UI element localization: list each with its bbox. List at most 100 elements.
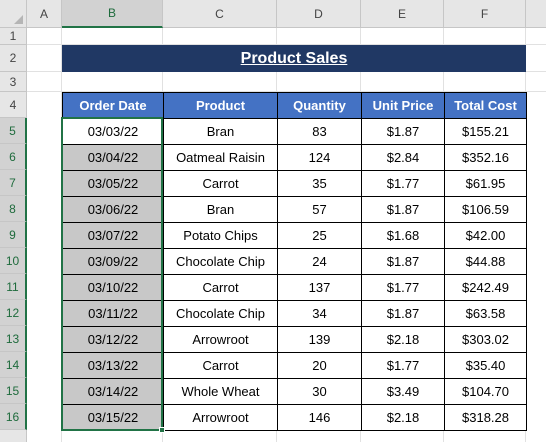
total-cost-cell[interactable]: $35.40 xyxy=(444,352,527,379)
quantity-cell[interactable]: 34 xyxy=(277,300,362,327)
product-cell[interactable]: Oatmeal Raisin xyxy=(163,144,278,171)
quantity-cell[interactable]: 83 xyxy=(277,118,362,145)
gridline xyxy=(27,91,546,92)
select-all-corner[interactable] xyxy=(0,0,27,28)
sheet-title-banner[interactable]: Product Sales xyxy=(62,45,526,72)
total-cost-cell[interactable]: $318.28 xyxy=(444,404,527,431)
row-header-10[interactable]: 10 xyxy=(0,248,27,274)
order-date-cell-active[interactable]: 03/03/22 xyxy=(62,118,164,145)
quantity-cell[interactable]: 20 xyxy=(277,352,362,379)
row-header-7[interactable]: 7 xyxy=(0,170,27,196)
product-cell[interactable]: Potato Chips xyxy=(163,222,278,249)
product-cell[interactable]: Bran xyxy=(163,196,278,223)
unit-price-cell[interactable]: $3.49 xyxy=(361,378,445,405)
total-cost-cell[interactable]: $352.16 xyxy=(444,144,527,171)
total-cost-cell[interactable]: $44.88 xyxy=(444,248,527,275)
total-cost-cell[interactable]: $303.02 xyxy=(444,326,527,353)
unit-price-cell[interactable]: $1.77 xyxy=(361,170,445,197)
table-row: 03/15/22 Arrowroot 146 $2.18 $318.28 xyxy=(62,404,527,431)
unit-price-cell[interactable]: $1.87 xyxy=(361,196,445,223)
order-date-cell[interactable]: 03/15/22 xyxy=(62,404,164,431)
quantity-cell[interactable]: 124 xyxy=(277,144,362,171)
header-quantity[interactable]: Quantity xyxy=(277,92,362,119)
total-cost-cell[interactable]: $155.21 xyxy=(444,118,527,145)
row-header-17-partial[interactable] xyxy=(0,430,27,442)
total-cost-cell[interactable]: $104.70 xyxy=(444,378,527,405)
order-date-cell[interactable]: 03/13/22 xyxy=(62,352,164,379)
row-header-8[interactable]: 8 xyxy=(0,196,27,222)
order-date-cell[interactable]: 03/10/22 xyxy=(62,274,164,301)
unit-price-cell[interactable]: $1.87 xyxy=(361,248,445,275)
order-date-cell[interactable]: 03/04/22 xyxy=(62,144,164,171)
product-cell[interactable]: Carrot xyxy=(163,352,278,379)
order-date-cell[interactable]: 03/05/22 xyxy=(62,170,164,197)
unit-price-cell[interactable]: $1.77 xyxy=(361,352,445,379)
unit-price-cell[interactable]: $2.18 xyxy=(361,326,445,353)
row-header-12[interactable]: 12 xyxy=(0,300,27,326)
row-header-11[interactable]: 11 xyxy=(0,274,27,300)
total-cost-cell[interactable]: $242.49 xyxy=(444,274,527,301)
total-cost-cell[interactable]: $63.58 xyxy=(444,300,527,327)
header-unit-price[interactable]: Unit Price xyxy=(361,92,445,119)
column-header-e[interactable]: E xyxy=(361,0,444,28)
order-date-cell[interactable]: 03/06/22 xyxy=(62,196,164,223)
quantity-cell[interactable]: 137 xyxy=(277,274,362,301)
column-header-a[interactable]: A xyxy=(27,0,62,28)
column-header-f[interactable]: F xyxy=(444,0,526,28)
quantity-cell[interactable]: 139 xyxy=(277,326,362,353)
product-cell[interactable]: Chocolate Chip xyxy=(163,248,278,275)
row-header-13[interactable]: 13 xyxy=(0,326,27,352)
order-date-cell[interactable]: 03/07/22 xyxy=(62,222,164,249)
row-header-15[interactable]: 15 xyxy=(0,378,27,404)
product-cell[interactable]: Whole Wheat xyxy=(163,378,278,405)
header-order-date[interactable]: Order Date xyxy=(62,92,164,119)
row-header-9[interactable]: 9 xyxy=(0,222,27,248)
unit-price-cell[interactable]: $2.84 xyxy=(361,144,445,171)
order-date-cell[interactable]: 03/09/22 xyxy=(62,248,164,275)
header-total-cost[interactable]: Total Cost xyxy=(444,92,527,119)
unit-price-cell[interactable]: $1.87 xyxy=(361,300,445,327)
row-header-6[interactable]: 6 xyxy=(0,144,27,170)
product-cell[interactable]: Carrot xyxy=(163,170,278,197)
quantity-cell[interactable]: 25 xyxy=(277,222,362,249)
product-cell[interactable]: Carrot xyxy=(163,274,278,301)
unit-price-cell[interactable]: $2.18 xyxy=(361,404,445,431)
table-row: 03/06/22 Bran 57 $1.87 $106.59 xyxy=(62,196,527,223)
column-header-d[interactable]: D xyxy=(277,0,361,28)
order-date-cell[interactable]: 03/14/22 xyxy=(62,378,164,405)
quantity-cell[interactable]: 35 xyxy=(277,170,362,197)
order-date-cell[interactable]: 03/12/22 xyxy=(62,326,164,353)
order-date-cell[interactable]: 03/11/22 xyxy=(62,300,164,327)
quantity-cell[interactable]: 146 xyxy=(277,404,362,431)
row-header-4[interactable]: 4 xyxy=(0,92,27,118)
total-cost-cell[interactable]: $61.95 xyxy=(444,170,527,197)
gridline xyxy=(27,44,546,45)
product-cell[interactable]: Arrowroot xyxy=(163,404,278,431)
unit-price-cell[interactable]: $1.68 xyxy=(361,222,445,249)
product-cell[interactable]: Arrowroot xyxy=(163,326,278,353)
fill-handle[interactable] xyxy=(159,427,165,433)
product-sales-table: Order Date Product Quantity Unit Price T… xyxy=(62,92,527,431)
table-row: 03/14/22 Whole Wheat 30 $3.49 $104.70 xyxy=(62,378,527,405)
unit-price-cell[interactable]: $1.87 xyxy=(361,118,445,145)
unit-price-cell[interactable]: $1.77 xyxy=(361,274,445,301)
quantity-cell[interactable]: 24 xyxy=(277,248,362,275)
column-header-g-partial[interactable] xyxy=(526,0,546,28)
total-cost-cell[interactable]: $42.00 xyxy=(444,222,527,249)
row-header-3[interactable]: 3 xyxy=(0,72,27,92)
table-row: 03/05/22 Carrot 35 $1.77 $61.95 xyxy=(62,170,527,197)
row-header-14[interactable]: 14 xyxy=(0,352,27,378)
row-header-5[interactable]: 5 xyxy=(0,118,27,144)
row-header-16[interactable]: 16 xyxy=(0,404,27,430)
row-header-2[interactable]: 2 xyxy=(0,45,27,72)
product-cell[interactable]: Chocolate Chip xyxy=(163,300,278,327)
header-product[interactable]: Product xyxy=(163,92,278,119)
column-header-c[interactable]: C xyxy=(163,0,277,28)
quantity-cell[interactable]: 57 xyxy=(277,196,362,223)
product-cell[interactable]: Bran xyxy=(163,118,278,145)
total-cost-cell[interactable]: $106.59 xyxy=(444,196,527,223)
quantity-cell[interactable]: 30 xyxy=(277,378,362,405)
row-header-1[interactable]: 1 xyxy=(0,28,27,45)
column-header-b[interactable]: B xyxy=(62,0,163,28)
